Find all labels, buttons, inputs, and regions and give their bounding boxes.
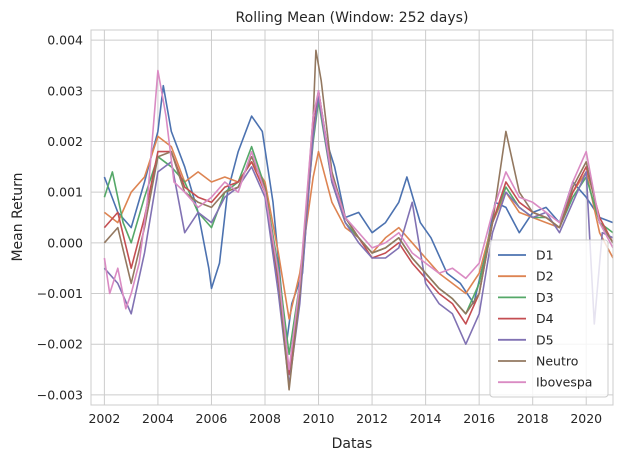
x-axis-ticks: 2002 2004 2006 2008 2010 2012 2014 2016 2018 2020 [88, 411, 602, 426]
y-axis-ticks: −0.003 −0.002 −0.001 0.000 0.001 0.002 0.003 0.… [37, 33, 83, 403]
legend-label: D4 [536, 311, 554, 326]
y-tick-label: 0.002 [47, 134, 83, 149]
y-axis-label: Mean Return [10, 172, 26, 261]
y-tick-label: 0.001 [47, 185, 83, 200]
x-tick-label: 2010 [303, 411, 335, 426]
x-tick-label: 2012 [356, 411, 388, 426]
y-tick-label: 0.003 [47, 83, 83, 98]
series-lines [103, 49, 613, 391]
x-tick-label: 2006 [196, 411, 228, 426]
y-tick-label: −0.002 [37, 337, 83, 352]
legend-label: D2 [536, 269, 554, 284]
y-tick-label: −0.003 [37, 387, 83, 402]
chart-title: Rolling Mean (Window: 252 days) [236, 10, 469, 26]
x-tick-label: 2014 [410, 411, 442, 426]
x-tick-label: 2020 [570, 411, 602, 426]
x-tick-label: 2016 [463, 411, 495, 426]
x-tick-label: 2004 [142, 411, 174, 426]
legend-label: D3 [536, 290, 554, 305]
y-tick-label: 0.000 [47, 235, 83, 250]
x-tick-label: 2008 [249, 411, 281, 426]
legend: D1 D2 D3 D4 D5 Neutro Ibovespa [489, 239, 609, 398]
x-tick-label: 2018 [517, 411, 549, 426]
series-line-ibovespa [103, 69, 613, 371]
legend-label: D1 [536, 248, 554, 263]
y-tick-label: −0.001 [37, 286, 83, 301]
series-line-d5 [103, 95, 613, 386]
x-tick-label: 2002 [88, 411, 120, 426]
legend-box [489, 239, 609, 398]
legend-label: Neutro [536, 354, 578, 369]
x-axis-label: Datas [332, 436, 373, 452]
legend-label: D5 [536, 332, 554, 347]
y-tick-label: 0.004 [47, 33, 83, 48]
legend-label: Ibovespa [536, 375, 592, 390]
plot-frame [90, 29, 614, 406]
